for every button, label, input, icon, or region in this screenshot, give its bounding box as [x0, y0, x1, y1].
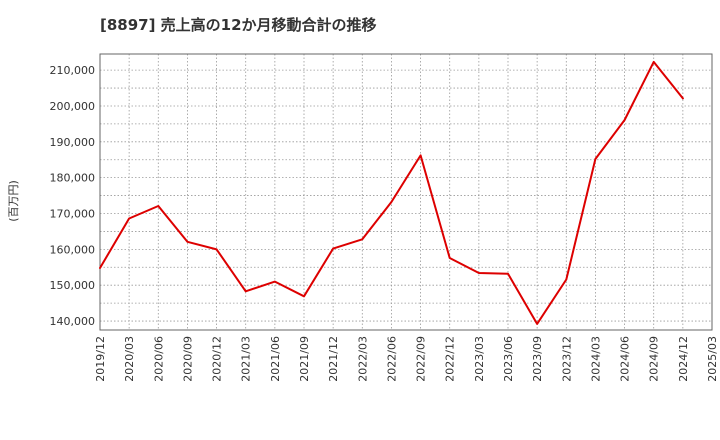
y-tick-label: 150,000 [50, 279, 96, 292]
y-tick-label: 190,000 [50, 136, 96, 149]
x-tick-label: 2021/03 [240, 336, 253, 382]
data-point [128, 218, 130, 220]
data-point [303, 295, 305, 297]
x-tick-label: 2022/12 [444, 336, 457, 382]
y-tick-label: 180,000 [50, 172, 96, 185]
data-point [99, 267, 101, 269]
y-tick-label: 160,000 [50, 243, 96, 256]
x-tick-label: 2021/12 [327, 336, 340, 382]
data-point [478, 272, 480, 274]
y-tick-label: 210,000 [50, 64, 96, 77]
x-tick-label: 2019/12 [94, 336, 107, 382]
y-axis-title: (百万円) [7, 180, 20, 222]
data-point [332, 248, 334, 250]
data-point [390, 201, 392, 203]
x-tick-label: 2020/09 [181, 336, 194, 382]
y-tick-label: 170,000 [50, 208, 96, 221]
x-tick-label: 2023/06 [502, 336, 515, 382]
x-tick-label: 2024/12 [677, 336, 690, 382]
x-tick-label: 2025/03 [706, 336, 719, 382]
data-point [274, 281, 276, 283]
x-tick-label: 2023/03 [473, 336, 486, 382]
x-tick-label: 2021/06 [269, 336, 282, 382]
data-point [624, 119, 626, 121]
data-point [653, 61, 655, 63]
data-point [449, 257, 451, 259]
series-line [99, 60, 684, 325]
tick-labels: 140,000 150,000 160,000 170,000 180,000 190,0… [50, 64, 720, 382]
data-point [594, 158, 596, 160]
axes [99, 53, 713, 331]
y-tick-label: 200,000 [50, 100, 96, 113]
data-point [420, 154, 422, 156]
x-tick-label: 2022/09 [415, 336, 428, 382]
data-point [157, 205, 159, 207]
data-point [682, 97, 684, 99]
x-tick-label: 2024/06 [619, 336, 632, 382]
data-point [361, 238, 363, 240]
grid [99, 54, 713, 330]
x-tick-label: 2020/06 [152, 336, 165, 382]
series [99, 60, 684, 325]
x-tick-label: 2022/06 [385, 336, 398, 382]
data-point [536, 323, 538, 325]
x-tick-label: 2020/12 [211, 336, 224, 382]
plot-frame [99, 53, 713, 331]
data-point [216, 248, 218, 250]
x-tick-label: 2022/03 [356, 336, 369, 382]
y-tick-label: 140,000 [50, 315, 96, 328]
x-tick-label: 2024/09 [648, 336, 661, 382]
x-tick-label: 2024/03 [589, 336, 602, 382]
x-tick-label: 2021/09 [298, 336, 311, 382]
data-point [245, 290, 247, 292]
data-point [565, 278, 567, 280]
plot-area [100, 54, 712, 330]
data-point [507, 273, 509, 275]
x-tick-label: 2023/09 [531, 336, 544, 382]
data-point [186, 241, 188, 243]
chart-title: [8897] 売上高の12か月移動合計の推移 [100, 16, 377, 34]
x-tick-label: 2023/12 [560, 336, 573, 382]
x-tick-label: 2020/03 [123, 336, 136, 382]
